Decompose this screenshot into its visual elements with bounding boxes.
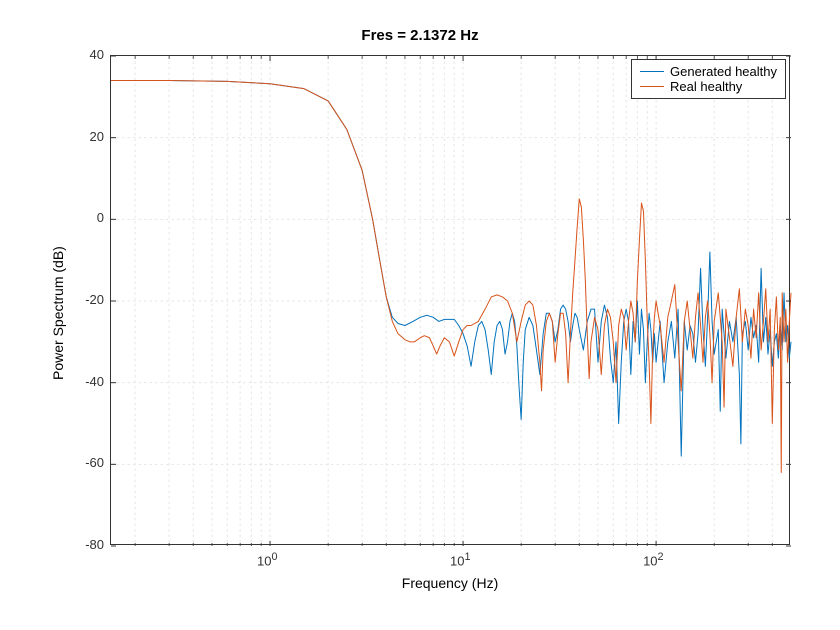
legend-label: Generated healthy bbox=[670, 64, 777, 79]
legend-swatch bbox=[640, 71, 664, 72]
y-tick-label: -60 bbox=[85, 455, 104, 470]
y-tick-label: 40 bbox=[90, 47, 104, 62]
legend-entry: Generated healthy bbox=[640, 64, 777, 79]
legend-label: Real healthy bbox=[670, 79, 742, 94]
x-tick-label: 101 bbox=[450, 551, 471, 568]
plot-svg bbox=[111, 56, 791, 546]
legend-entry: Real healthy bbox=[640, 79, 777, 94]
x-tick-label: 100 bbox=[257, 551, 278, 568]
y-tick-label: -80 bbox=[85, 537, 104, 552]
y-axis-label: Power Spectrum (dB) bbox=[50, 246, 66, 380]
y-tick-label: 20 bbox=[90, 129, 104, 144]
x-axis-label: Frequency (Hz) bbox=[110, 575, 790, 591]
legend: Generated healthyReal healthy bbox=[631, 59, 786, 99]
series-generated-healthy bbox=[111, 81, 791, 457]
chart-title: Fres = 2.1372 Hz bbox=[0, 27, 840, 44]
legend-swatch bbox=[640, 86, 664, 87]
y-tick-label: -20 bbox=[85, 292, 104, 307]
x-tick-label: 102 bbox=[643, 551, 664, 568]
y-tick-label: 0 bbox=[97, 210, 104, 225]
chart-figure: Fres = 2.1372 Hz Power Spectrum (dB) Fre… bbox=[0, 0, 840, 630]
series-real-healthy bbox=[111, 81, 791, 473]
y-tick-label: -40 bbox=[85, 374, 104, 389]
plot-area bbox=[110, 55, 790, 545]
